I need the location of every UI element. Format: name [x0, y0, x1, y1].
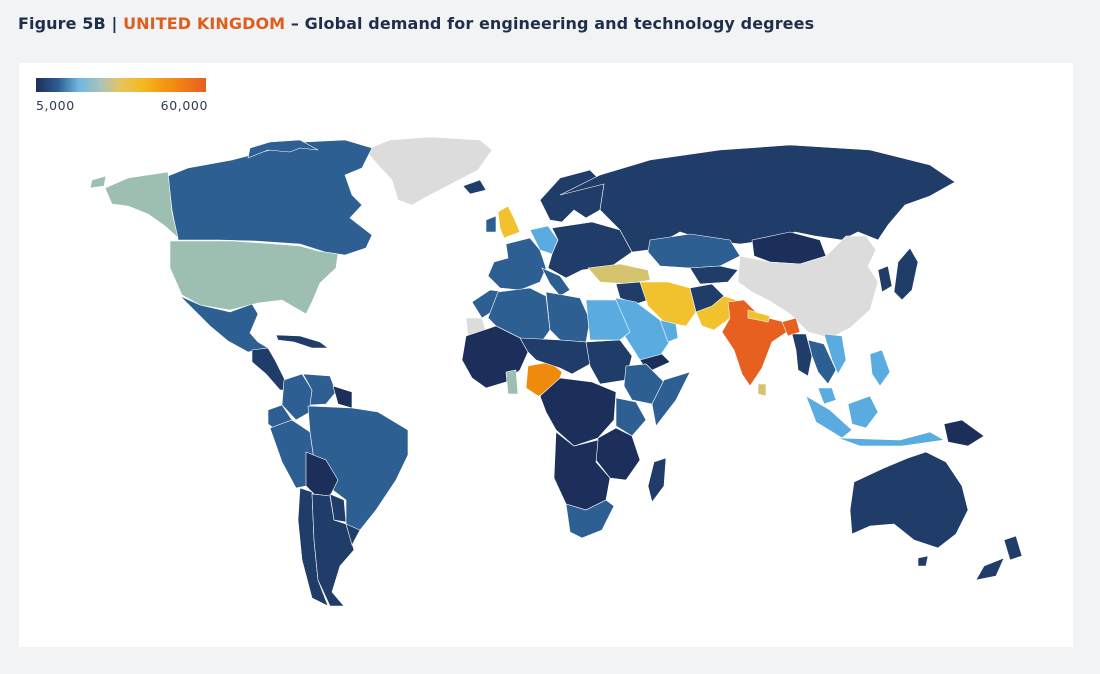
region-canada	[167, 139, 373, 256]
region-alaska-usa	[104, 171, 179, 239]
region-vietnam	[823, 333, 847, 375]
region-libya	[545, 291, 591, 343]
region-new-zealand	[1003, 535, 1023, 561]
figure-label: Figure 5B |	[18, 14, 124, 33]
region-venezuela	[302, 373, 337, 406]
legend-min-label: 5,000	[36, 98, 75, 113]
region-nepal	[747, 309, 771, 323]
region-papua-new-guinea	[943, 419, 985, 447]
region-ghana	[505, 369, 519, 395]
region-indonesia	[805, 395, 853, 439]
region-somalia	[651, 371, 691, 427]
region-east-africa	[595, 427, 641, 481]
region-egypt	[585, 299, 631, 341]
region-iran	[639, 281, 697, 327]
figure-title: Figure 5B | UNITED KINGDOM – Global dema…	[18, 14, 814, 33]
region-turkey	[587, 263, 651, 285]
region-mexico	[179, 295, 269, 353]
region-greenland	[364, 136, 493, 206]
region-guianas	[332, 385, 353, 409]
figure-subtitle: – Global demand for engineering and tech…	[285, 14, 815, 33]
region-united-states	[169, 240, 339, 315]
region-gulf-states	[659, 319, 679, 343]
region-madagascar	[647, 457, 667, 503]
region-caribbean	[275, 334, 329, 349]
region-malaysia	[817, 387, 837, 405]
color-legend: 5,000 60,000	[36, 78, 208, 114]
legend-labels: 5,000 60,000	[36, 98, 208, 114]
region-central-africa	[539, 377, 617, 447]
region-ireland	[485, 215, 497, 233]
region-niger-chad	[519, 337, 591, 375]
region-eastern-europe	[547, 221, 633, 279]
figure-country: UNITED KINGDOM	[123, 14, 286, 33]
region-uruguay	[345, 523, 361, 546]
region-iceland	[462, 179, 487, 195]
region-kenya	[615, 397, 647, 437]
region-korea	[877, 265, 893, 293]
region-thailand	[807, 339, 837, 385]
region-indonesia	[847, 395, 879, 429]
region-china	[737, 235, 879, 339]
region-united-kingdom	[497, 205, 521, 239]
region-iraq	[615, 281, 649, 305]
region-new-zealand	[975, 557, 1005, 581]
region-southern-africa	[553, 431, 611, 511]
region-bangladesh	[781, 317, 801, 337]
region-south-africa	[565, 499, 615, 539]
region-philippines	[869, 349, 891, 387]
region-western-europe	[541, 267, 571, 297]
legend-max-label: 60,000	[160, 98, 208, 113]
region-western-europe	[487, 237, 547, 291]
region-canada	[247, 139, 319, 159]
region-sri-lanka	[757, 383, 767, 397]
region-myanmar	[791, 333, 813, 377]
region-argentina	[311, 493, 355, 607]
region-japan	[893, 247, 919, 301]
legend-gradient-bar	[36, 78, 206, 92]
region-alaska-usa	[89, 175, 107, 189]
region-australia	[917, 555, 929, 567]
region-central-asia	[689, 265, 739, 285]
region-australia	[849, 451, 969, 549]
region-indonesia	[837, 431, 945, 447]
